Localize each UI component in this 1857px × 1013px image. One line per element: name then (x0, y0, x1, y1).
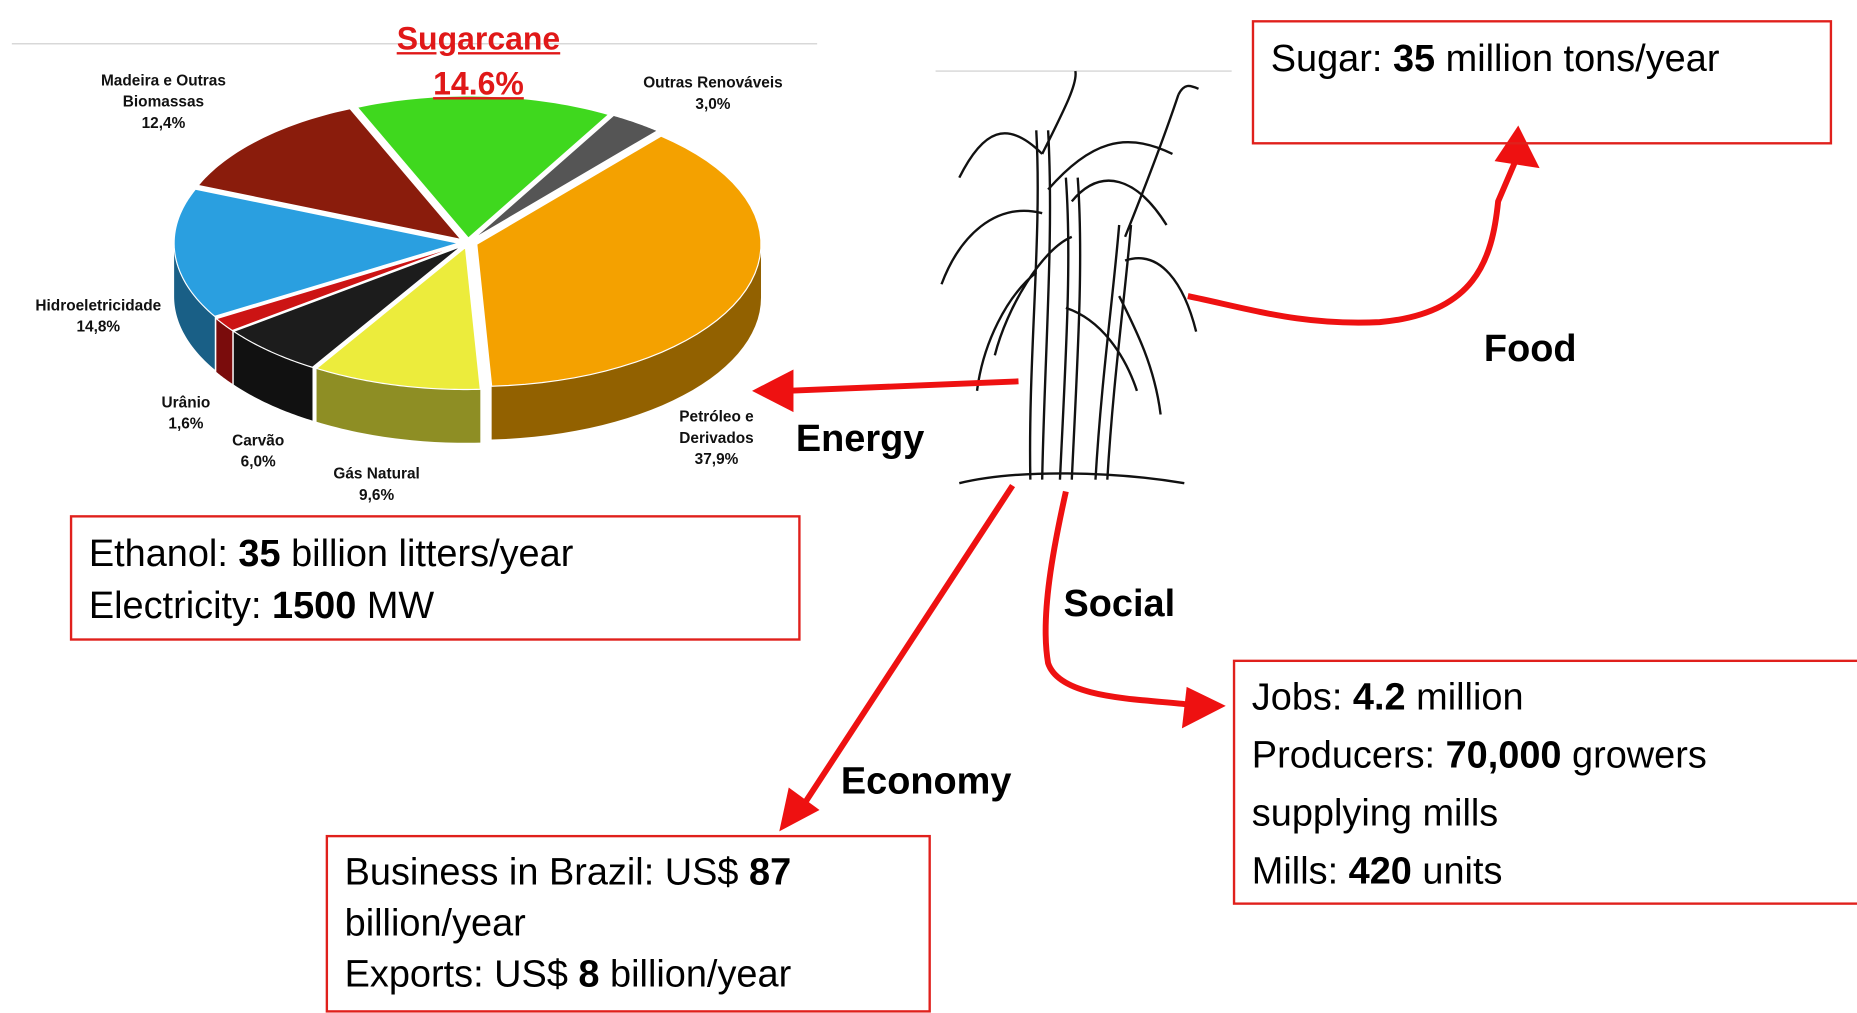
line-label: Ethanol: (88, 531, 228, 575)
slice-name: Petróleo e Derivados (679, 407, 754, 447)
line-label: Sugar: (1270, 36, 1383, 80)
line-value: 87 (749, 850, 792, 893)
line-label: Business in Brazil: US$ (344, 850, 739, 893)
slice-side (233, 331, 313, 421)
arrow-label: Energy (795, 416, 925, 460)
slice (215, 244, 461, 332)
slice-value: 9,6% (359, 485, 395, 504)
arrowheads (752, 125, 1540, 832)
line-value: 70,000 (1445, 733, 1562, 776)
slice-label: Madeira e Outras Biomassas 12,4% (92, 70, 234, 134)
line-value: 4.2 (1352, 675, 1406, 718)
box-line: Sugar: 35 million tons/year (1271, 32, 1813, 84)
slice-value: 3,0% (695, 94, 731, 113)
line-label: Exports: US$ (344, 952, 568, 995)
arrow-label: Social (1063, 581, 1176, 625)
slice-name: Sugarcane (396, 21, 561, 57)
sugarcane-plant (940, 70, 1199, 485)
slice-label: Gás Natural 9,6% (333, 463, 419, 506)
slice-name: Madeira e Outras Biomassas (100, 71, 226, 111)
slice-name: Gás Natural (333, 464, 420, 483)
line-value: 8 (578, 952, 600, 995)
slice-name: Carvão (232, 431, 285, 449)
line-value: 420 (1348, 849, 1412, 892)
slice-side (216, 318, 233, 384)
slice-value: 37,9% (694, 450, 739, 468)
box-line: Electricity: 1500 MW (89, 579, 782, 631)
slice-value: 14.6% (433, 66, 524, 102)
slice-value: 6,0% (240, 452, 276, 471)
box-line: Ethanol: 35 billion litters/year (89, 527, 782, 579)
slice (197, 107, 463, 241)
slice-value: 1,6% (168, 414, 204, 433)
slice-side (316, 368, 481, 443)
slice (472, 114, 659, 240)
line-label: Electricity: (88, 583, 262, 627)
slice-side (174, 243, 215, 370)
slice-name: Urânio (161, 393, 211, 411)
slice-name: Hidroeletricidade (35, 296, 162, 314)
box-line: Exports: US$ 8 billion/year (345, 949, 912, 1000)
line-value: 35 (238, 531, 281, 575)
slice-label: Petróleo e Derivados 37,9% (669, 406, 764, 470)
slice (173, 188, 459, 318)
line-label: Jobs: (1251, 675, 1343, 718)
box-line: Producers: 70,000 growers supplying mill… (1252, 726, 1842, 842)
slice (356, 95, 611, 239)
slice-label: Sugarcane 14.6% (397, 17, 561, 107)
line-value: 1500 (272, 583, 357, 627)
food-box: Sugar: 35 million tons/year (1251, 20, 1833, 145)
slice-label: Urânio 1,6% (162, 392, 211, 435)
pie-tops (173, 95, 762, 391)
slice-label: Carvão 6,0% (232, 430, 284, 473)
line-unit: MW (366, 583, 435, 627)
social-box: Jobs: 4.2 million Producers: 70,000 growe… (1232, 659, 1857, 905)
arrow-label: Economy (840, 759, 1012, 802)
slice-name: Outras Renováveis (643, 73, 783, 92)
economy-box: Business in Brazil: US$ 87 billion/year E… (325, 834, 931, 1013)
slice-label: Hidroeletricidade 14,8% (35, 295, 161, 338)
slice-label: Outras Renováveis 3,0% (643, 72, 782, 115)
line-unit: million (1416, 675, 1524, 718)
box-line: Business in Brazil: US$ 87 billion/year (345, 847, 912, 949)
arrow-label: Food (1483, 326, 1577, 370)
slice (315, 246, 481, 391)
pie-sides (174, 243, 762, 443)
slice-value: 14,8% (76, 317, 121, 336)
line-label: Mills: (1251, 849, 1339, 892)
line-unit: billion/year (610, 952, 792, 995)
line-unit: units (1422, 849, 1503, 892)
line-unit: billion/year (344, 901, 526, 944)
energy-box: Ethanol: 35 billion litters/year Electric… (69, 515, 801, 641)
slice-side (491, 244, 762, 440)
arrows (787, 158, 1519, 813)
box-line: Mills: 420 units (1252, 842, 1842, 900)
slice (476, 135, 762, 387)
slice-value: 12,4% (141, 113, 186, 132)
line-value: 35 (1392, 36, 1436, 80)
box-line: Jobs: 4.2 million (1252, 668, 1842, 726)
line-label: Producers: (1251, 733, 1436, 776)
slice (232, 245, 462, 368)
line-unit: growers supplying mills (1251, 733, 1707, 834)
line-unit: million tons/year (1445, 36, 1720, 80)
line-unit: billion litters/year (291, 531, 574, 575)
